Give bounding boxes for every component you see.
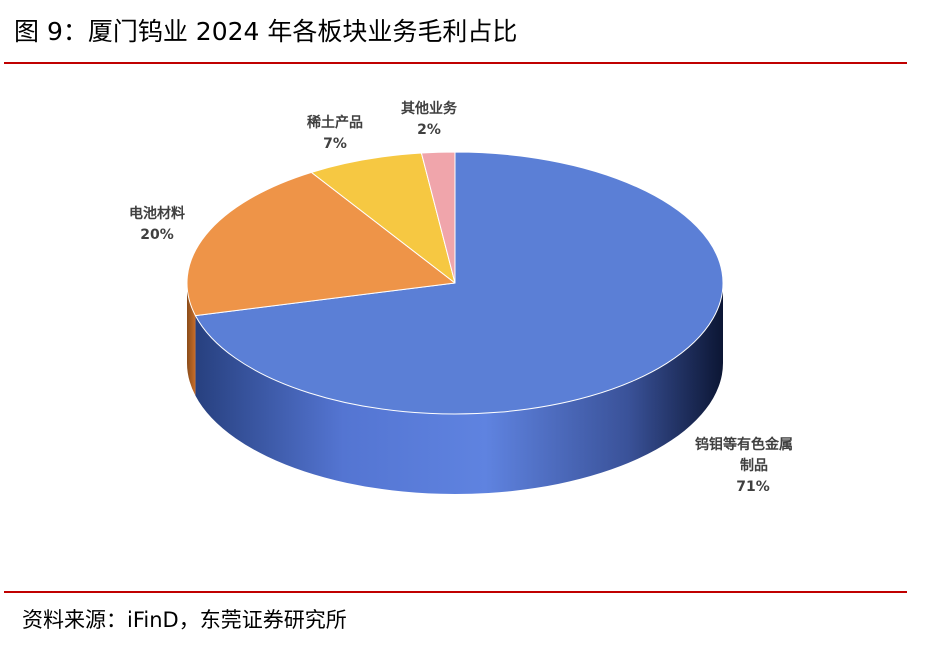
source-rule (4, 591, 907, 593)
pie-label-value: 71% (736, 479, 770, 495)
pie-slice-3 (420, 151, 456, 284)
pie-label-1: 电池材料 20% (129, 205, 185, 243)
pie-chart: 钨钼等有色金属制品 71% 电池材料 20% 稀土产品 7% 其他业务 2% (129, 100, 793, 495)
pie-label-3: 其他业务 2% (401, 100, 458, 138)
pie-labels: 钨钼等有色金属制品 71% 电池材料 20% 稀土产品 7% 其他业务 2% (129, 100, 793, 495)
pie-side-0 (195, 283, 724, 495)
pie-side-1 (187, 283, 196, 396)
figure-source: 资料来源：iFinD，东莞证券研究所 (22, 608, 347, 632)
pie-label-name: 稀土产品 (307, 114, 363, 131)
figure-title: 图 9：厦门钨业 2024 年各板块业务毛利占比 (14, 17, 518, 46)
pie-label-name: 电池材料 (129, 205, 185, 222)
pie-slices (186, 151, 724, 415)
pie-label-name: 其他业务 (401, 100, 458, 117)
pie-label-0: 钨钼等有色金属制品 71% (695, 436, 793, 495)
pie-label-2: 稀土产品 7% (307, 114, 363, 152)
pie-label-value: 20% (140, 227, 174, 243)
pie-label-value: 2% (417, 122, 441, 138)
pie-label-name: 制品 (740, 457, 768, 474)
pie-label-value: 7% (323, 136, 347, 152)
pie-slice-0 (194, 151, 724, 415)
pie-label-name: 钨钼等有色金属 (695, 436, 793, 453)
pie-slice-1 (186, 171, 456, 317)
title-rule (4, 62, 907, 64)
pie-depth-sides (187, 283, 724, 495)
pie-slice-2 (310, 152, 456, 284)
